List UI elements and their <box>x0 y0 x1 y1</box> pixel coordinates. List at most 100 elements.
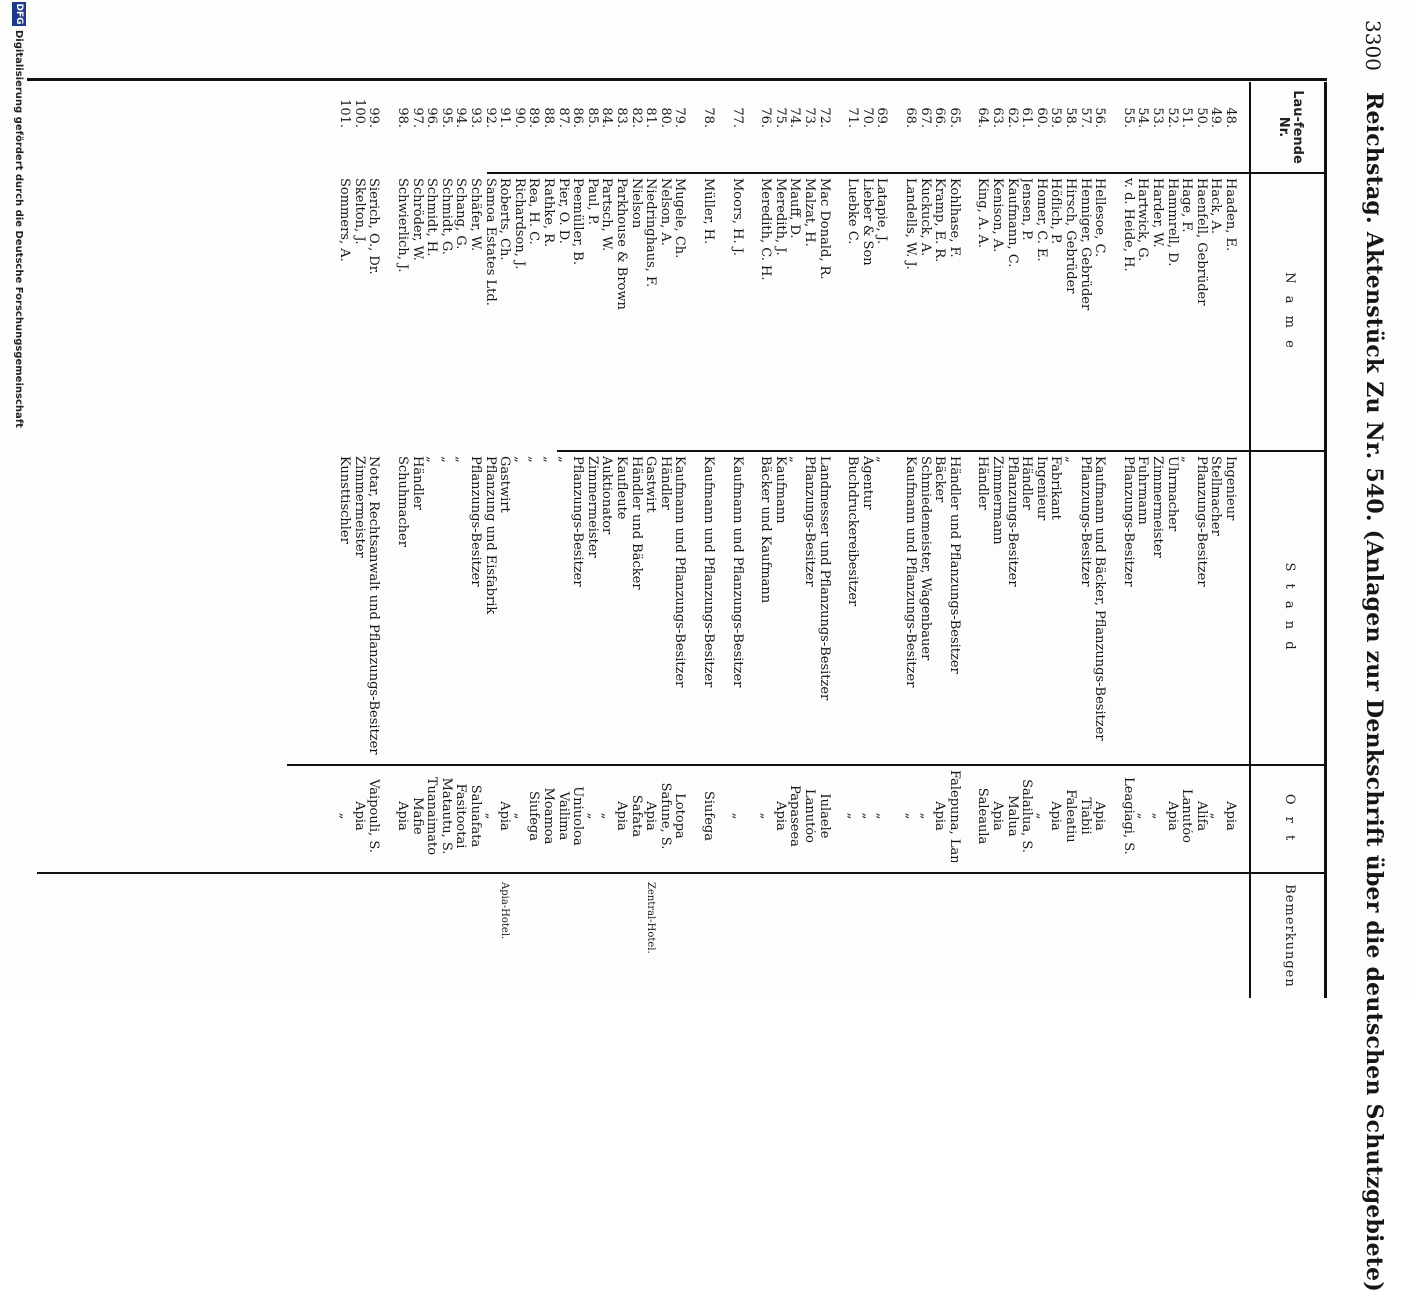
row-name: Schäfer, W. <box>468 178 482 252</box>
row-ort: Lanutóo <box>802 788 816 843</box>
row-ort: „ <box>1135 812 1150 820</box>
row-number: 53. <box>1150 107 1165 128</box>
row-number: 65. <box>946 107 962 128</box>
table-row: 54. Hartwick, G. Fuhrmann „ <box>1135 82 1150 998</box>
row-number: 97. <box>409 107 425 128</box>
row-ort: Malua <box>1004 795 1019 837</box>
table-row: 48. Haaden, E. Ingenieur Apia <box>1223 82 1238 998</box>
row-stand: Bäcker und Kaufmann <box>758 456 773 604</box>
row-name: Pier, O. D. <box>555 178 570 244</box>
row-name: Höflich, P. <box>1048 178 1063 245</box>
row-ort: „ <box>482 812 497 820</box>
header-stand: S t a n d <box>1282 562 1298 654</box>
row-number: 71. <box>845 107 861 128</box>
row-ort: Uniuoloa <box>570 786 585 846</box>
row-number: 48. <box>1223 107 1238 128</box>
table-row: 90. Richardson, J. „ „ <box>512 82 527 998</box>
table-row: 57. Henniger, Gebrüder Pflanzungs-Besitzer… <box>1077 82 1093 998</box>
row-name: Samoa Estates Ltd. <box>482 178 497 306</box>
row-name: Kramp, E. R. <box>932 178 947 263</box>
row-name: Skelton, J. <box>351 178 366 245</box>
row-stand: Pflanzungs-Besitzer <box>1120 456 1135 587</box>
row-stand: „ <box>438 456 453 463</box>
row-number: 56. <box>1092 107 1108 128</box>
table-row: 67. Kuckuck, A. Schmiedemeister, Wagenbaue… <box>918 82 933 998</box>
row-ort: Lanutóo <box>1179 788 1194 843</box>
row-stand: Kaufmann und Pflanzungs-Besitzer <box>729 456 744 688</box>
row-name: Mauff, D. <box>787 178 802 239</box>
row-bemerkung: Zentral-Hotel. <box>645 882 657 954</box>
row-ort: Iulaele <box>816 793 831 839</box>
row-name: Henniger, Gebrüder <box>1077 178 1092 311</box>
row-bemerkung: Apia-Hotel. <box>499 882 511 940</box>
table-row: 89. Rea, H. C. „ Siufega <box>526 82 541 998</box>
row-stand: Pflanzungs-Besitzer <box>1004 456 1019 587</box>
row-ort: Leagiagi, S. <box>1120 777 1135 855</box>
row-stand: „ <box>1179 456 1194 463</box>
table-row: 55. v. d. Heide, H. Pflanzungs-Besitzer Lea… <box>1120 82 1136 998</box>
table-row: 50. Haenfell, Gebrüder Pflanzungs-Besitzer… <box>1193 82 1209 998</box>
row-number: 92. <box>482 107 498 128</box>
row-stand: Ingenieur <box>1033 456 1048 521</box>
row-ort: Matautu, S. <box>438 777 453 855</box>
row-name: Haaden, E. <box>1223 178 1237 252</box>
row-name: Hage, F. <box>1179 178 1194 233</box>
table-row: 86. Peemüller, B. Pflanzungs-Besitzer Uniuo… <box>570 82 586 998</box>
row-stand: Kaufmann <box>772 456 787 524</box>
row-number: 99. <box>366 107 382 128</box>
row-number: 57. <box>1077 107 1093 128</box>
row-ort: Saleaula <box>975 787 990 845</box>
row-number: 81. <box>643 107 659 128</box>
table-row: 87. Pier, O. D. „ Vailima <box>555 82 571 998</box>
header-bemerkungen: Bemerkungen <box>1282 884 1298 988</box>
row-ort: Papaseea <box>787 785 802 847</box>
row-name: Kohlhase, F. <box>946 178 961 258</box>
row-stand: „ <box>453 456 468 463</box>
row-ort: Apia <box>1048 801 1063 831</box>
row-ort: Tuanaimato <box>424 776 439 856</box>
credit-text: Digitalisierung gefördert durch die Deut… <box>13 30 24 428</box>
row-stand: Kaufmann und Bäcker, Pflanzungs-Besitzer <box>1092 456 1107 741</box>
row-ort: Safata <box>628 794 643 838</box>
row-ort: „ <box>1150 812 1164 820</box>
row-stand: Ingenieur <box>1223 456 1237 521</box>
row-stand: Bäcker <box>932 456 947 503</box>
row-number: 51. <box>1179 107 1195 128</box>
row-ort: „ <box>903 812 917 820</box>
row-name: Schröder, W. <box>409 178 424 261</box>
row-ort: Salailua, S. <box>1019 779 1034 853</box>
row-number: 76. <box>758 107 774 128</box>
row-number: 78. <box>701 107 716 128</box>
row-number: 60. <box>1033 107 1049 128</box>
row-number: 50. <box>1193 107 1209 128</box>
table-row: 73. Malzat, H. Pflanzungs-Besitzer Lanutóo <box>802 82 817 998</box>
row-stand: Pflanzung und Eisfabrik <box>482 456 497 615</box>
row-number: 80. <box>657 107 673 128</box>
row-number: 85. <box>584 107 600 128</box>
row-number: 77. <box>729 107 745 128</box>
row-name: Luebke C. <box>845 178 860 245</box>
row-stand: „ <box>1063 456 1077 463</box>
row-number: 86. <box>570 107 586 128</box>
table-row: 94. Schang, G. „ Fasitootai <box>453 82 468 998</box>
row-stand: „ <box>874 456 889 463</box>
row-name: Mugele, Ch. <box>672 178 687 259</box>
table-row: 74. Mauff, D. „ Papaseea <box>787 82 802 998</box>
row-stand: Händler und Bäcker <box>628 456 643 590</box>
row-number: 70. <box>859 107 875 128</box>
table-row: 82. Nielson Händler und Bäcker Safata <box>628 82 644 998</box>
row-ort: Falepuna, Lanutóo <box>946 770 961 862</box>
row-stand: Fuhrmann <box>1135 456 1150 525</box>
row-name: Moors, H. J. <box>729 178 744 257</box>
table-row: 64. King, A. A. Händler Saleaula <box>975 82 990 998</box>
row-number: 69. <box>874 107 890 128</box>
row-ort: Apia <box>990 801 1004 831</box>
row-name: Harder, W. <box>1150 178 1164 248</box>
table-row: 85. Paul, P. Zimmermeister „ <box>584 82 600 998</box>
table-row: 59. Höflich, P. Fabrikant Apia <box>1048 82 1063 998</box>
row-ort: Siufega <box>701 790 715 841</box>
row-name: Parkhouse & Brown <box>614 178 628 310</box>
row-name: Latapie, J. <box>874 178 889 245</box>
table-row: 49. Hack, A. Stellmacher „ <box>1208 82 1223 998</box>
row-stand: Kaufleute <box>614 456 628 520</box>
